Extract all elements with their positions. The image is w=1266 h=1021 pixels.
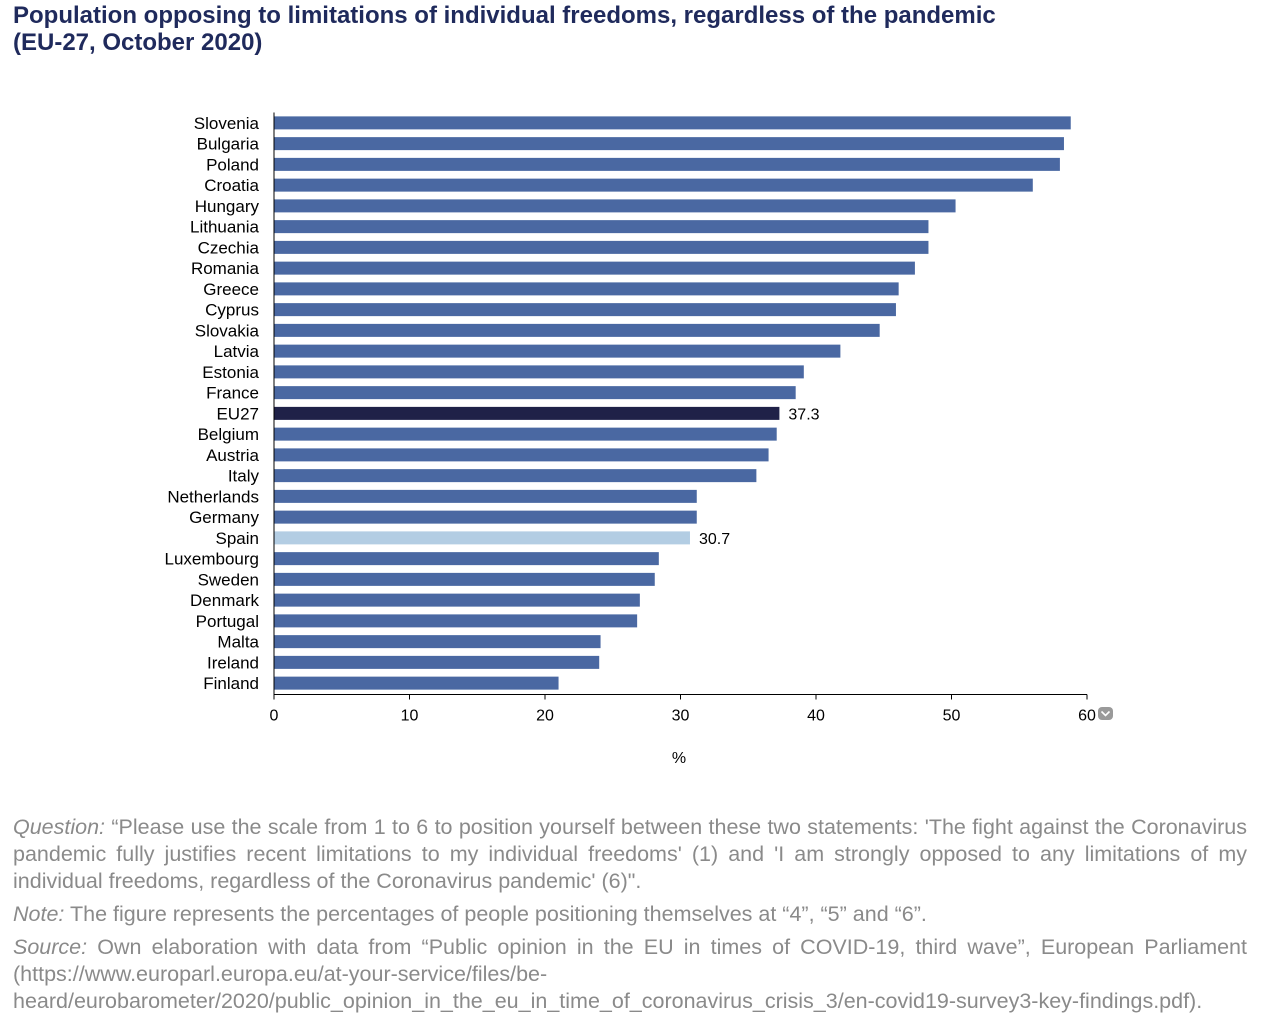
data-labels: 37.3 30.7 <box>699 406 820 548</box>
category-label-greece: Greece <box>203 280 259 299</box>
bar-italy <box>274 469 757 483</box>
bar-netherlands <box>274 489 697 503</box>
category-label-hungary: Hungary <box>195 197 260 216</box>
category-label-spain: Spain <box>216 529 259 548</box>
bar-belgium <box>274 427 777 441</box>
x-tick-label-20: 20 <box>536 708 554 725</box>
bars-group <box>274 116 1071 690</box>
bar-eu27 <box>274 406 780 420</box>
category-label-france: France <box>206 384 259 403</box>
bar-lithuania <box>274 220 929 234</box>
chart-title-line-1: Population opposing to limitations of in… <box>13 2 996 29</box>
question-note: Question: “Please use the scale from 1 t… <box>13 814 1247 895</box>
category-label-poland: Poland <box>206 155 259 174</box>
category-label-netherlands: Netherlands <box>167 487 259 506</box>
bar-czechia <box>274 240 929 254</box>
question-text: “Please use the scale from 1 to 6 to pos… <box>13 815 1247 893</box>
bar-slovakia <box>274 323 880 337</box>
category-label-germany: Germany <box>189 508 259 527</box>
category-label-cyprus: Cyprus <box>205 301 259 320</box>
notes: Question: “Please use the scale from 1 t… <box>13 814 1247 1021</box>
note-label: Note: <box>13 902 65 926</box>
category-label-portugal: Portugal <box>196 612 259 631</box>
bar-sweden <box>274 572 655 586</box>
category-label-czechia: Czechia <box>198 238 260 257</box>
question-label: Question: <box>13 815 106 839</box>
category-label-finland: Finland <box>203 674 259 693</box>
category-label-italy: Italy <box>228 467 260 486</box>
bar-romania <box>274 261 915 275</box>
x-tick-label-30: 30 <box>672 708 690 725</box>
category-label-latvia: Latvia <box>214 342 260 361</box>
category-label-eu27: EU27 <box>216 404 259 423</box>
category-label-luxembourg: Luxembourg <box>164 550 259 569</box>
bar-slovenia <box>274 116 1071 130</box>
bar-latvia <box>274 344 841 358</box>
category-label-belgium: Belgium <box>198 425 259 444</box>
bar-cyprus <box>274 303 896 317</box>
bar-bulgaria <box>274 137 1064 151</box>
bar-spain <box>274 531 690 545</box>
category-label-denmark: Denmark <box>190 591 259 610</box>
x-tick-label-40: 40 <box>807 708 825 725</box>
source-note: Source: Own elaboration with data from “… <box>13 934 1247 1015</box>
data-label-eu27: 37.3 <box>788 406 819 423</box>
source-text: Own elaboration with data from “Public o… <box>13 935 1247 1013</box>
bar-portugal <box>274 614 638 628</box>
bar-poland <box>274 157 1060 171</box>
x-axis: 0 10 20 30 40 50 60 <box>270 112 1096 725</box>
bar-luxembourg <box>274 552 659 566</box>
bar-germany <box>274 510 697 524</box>
category-label-malta: Malta <box>217 633 259 652</box>
chart-title-line-2: (EU-27, October 2020) <box>13 29 263 56</box>
bar-denmark <box>274 593 640 607</box>
bar-croatia <box>274 178 1033 192</box>
bar-estonia <box>274 365 804 379</box>
data-label-spain: 30.7 <box>699 531 730 548</box>
category-label-austria: Austria <box>206 446 259 465</box>
category-label-slovakia: Slovakia <box>195 321 260 340</box>
note-text: The figure represents the percentages of… <box>64 902 927 926</box>
bar-france <box>274 386 796 400</box>
note-note: Note: The figure represents the percenta… <box>13 901 1247 928</box>
x-tick-label-60: 60 <box>1078 708 1096 725</box>
bar-austria <box>274 448 769 462</box>
category-label-romania: Romania <box>191 259 260 278</box>
category-label-lithuania: Lithuania <box>190 218 260 237</box>
source-label: Source: <box>13 935 88 959</box>
x-axis-label: % <box>672 750 686 767</box>
bar-malta <box>274 635 601 649</box>
chevron-down-icon[interactable] <box>1098 707 1113 720</box>
x-tick-label-0: 0 <box>270 708 279 725</box>
chart-title: Population opposing to limitations of in… <box>13 2 1253 56</box>
category-label-estonia: Estonia <box>202 363 259 382</box>
category-label-slovenia: Slovenia <box>194 114 260 133</box>
category-label-bulgaria: Bulgaria <box>197 135 260 154</box>
category-label-sweden: Sweden <box>198 570 259 589</box>
category-label-ireland: Ireland <box>207 653 259 672</box>
x-tick-label-50: 50 <box>943 708 961 725</box>
bar-ireland <box>274 655 600 669</box>
category-label-croatia: Croatia <box>204 176 259 195</box>
bar-finland <box>274 676 559 690</box>
bar-greece <box>274 282 899 296</box>
bar-hungary <box>274 199 956 213</box>
x-tick-label-10: 10 <box>401 708 419 725</box>
